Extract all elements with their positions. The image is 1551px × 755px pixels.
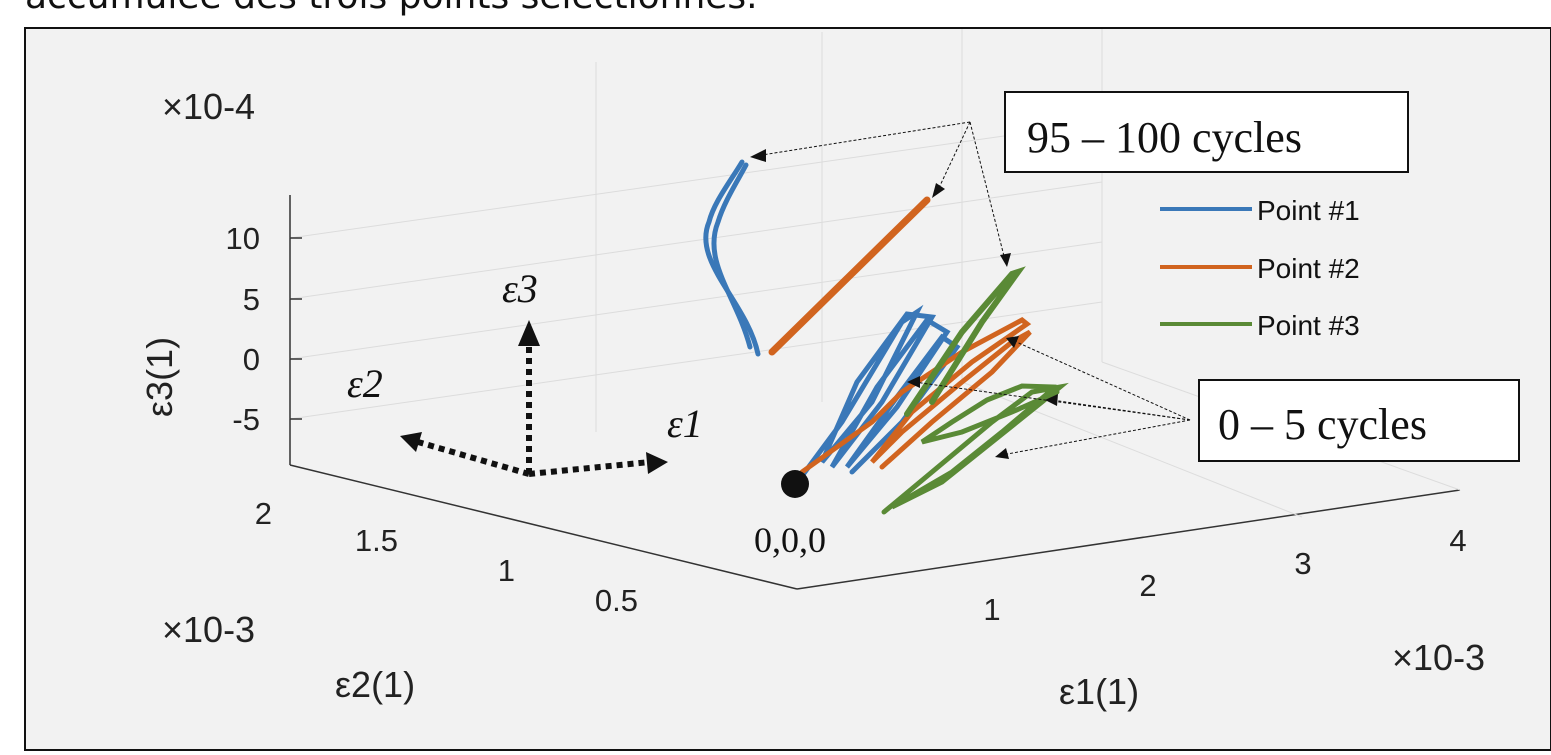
- grid-lines: [289, 29, 1461, 518]
- late-cycles-label: 95 – 100 cycles: [1027, 113, 1302, 162]
- z-axis-ticks: 10 5 0 -5: [226, 221, 302, 437]
- late-cycles-box: 95 – 100 cycles: [1004, 91, 1409, 173]
- figure-caption: accumulée des trois points sélectionnés.: [25, 0, 758, 17]
- legend: Point #1 Point #2 Point #3: [1160, 195, 1360, 341]
- annotation-arrows: [761, 121, 1191, 456]
- y-axis-ticks: 2 1.5 1 0.5: [255, 496, 638, 618]
- y-axis-label: ε2(1): [335, 664, 415, 705]
- early-cycles-label: 0 – 5 cycles: [1218, 400, 1427, 449]
- series-point-1: [703, 159, 961, 483]
- x-tick-label: 4: [1449, 523, 1466, 558]
- legend-label-point-2: Point #2: [1257, 253, 1360, 284]
- e1-arrow-label: ε1: [667, 401, 703, 446]
- y-tick-label: 1: [498, 553, 515, 588]
- origin-marker: 0,0,0: [754, 470, 826, 560]
- chart-svg: 10 5 0 -5 2 1.5 1 0.5 1 2 3 4 ×10-4 ×10-…: [139, 29, 1520, 712]
- series-point-2: [768, 196, 1032, 475]
- x-tick-label: 2: [1139, 568, 1156, 603]
- x-axis-label: ε1(1): [1059, 671, 1139, 712]
- series-point-2-late: [768, 196, 931, 356]
- legend-label-point-1: Point #1: [1257, 195, 1360, 226]
- series-point-1-early: [796, 304, 961, 483]
- y-tick-label: 1.5: [355, 523, 398, 558]
- x-axis-ticks: 1 2 3 4: [983, 523, 1466, 627]
- series-point-1-late: [711, 162, 753, 350]
- z-tick-label: 10: [226, 221, 260, 256]
- legend-label-point-3: Point #3: [1257, 310, 1360, 341]
- origin-label: 0,0,0: [754, 520, 826, 560]
- axis-frame: [289, 195, 1461, 590]
- series-point-3: [881, 266, 1069, 515]
- y-tick-label: 2: [255, 496, 272, 531]
- z-tick-label: 0: [243, 342, 260, 377]
- series-point-3-late: [904, 266, 1026, 417]
- e3-arrow-label: ε3: [502, 266, 538, 311]
- x-multiplier: ×10-3: [1392, 637, 1485, 678]
- z-tick-label: 5: [243, 282, 260, 317]
- direction-arrows: ε3 ε2 ε1: [347, 266, 703, 477]
- e2-arrow-label: ε2: [347, 361, 383, 406]
- y-tick-label: 0.5: [595, 583, 638, 618]
- z-multiplier: ×10-4: [162, 86, 255, 127]
- x-tick-label: 3: [1294, 546, 1311, 581]
- annotation-arrowheads: [750, 149, 1058, 459]
- series-point-1-late: [703, 159, 761, 357]
- chart-figure: 10 5 0 -5 2 1.5 1 0.5 1 2 3 4 ×10-4 ×10-…: [24, 27, 1551, 751]
- z-tick-label: -5: [232, 402, 260, 437]
- series-point-3-early: [881, 382, 1069, 515]
- z-axis-label: ε3(1): [139, 337, 180, 417]
- y-multiplier: ×10-3: [162, 609, 255, 650]
- x-tick-label: 1: [983, 592, 1000, 627]
- early-cycles-box: 0 – 5 cycles: [1198, 379, 1520, 462]
